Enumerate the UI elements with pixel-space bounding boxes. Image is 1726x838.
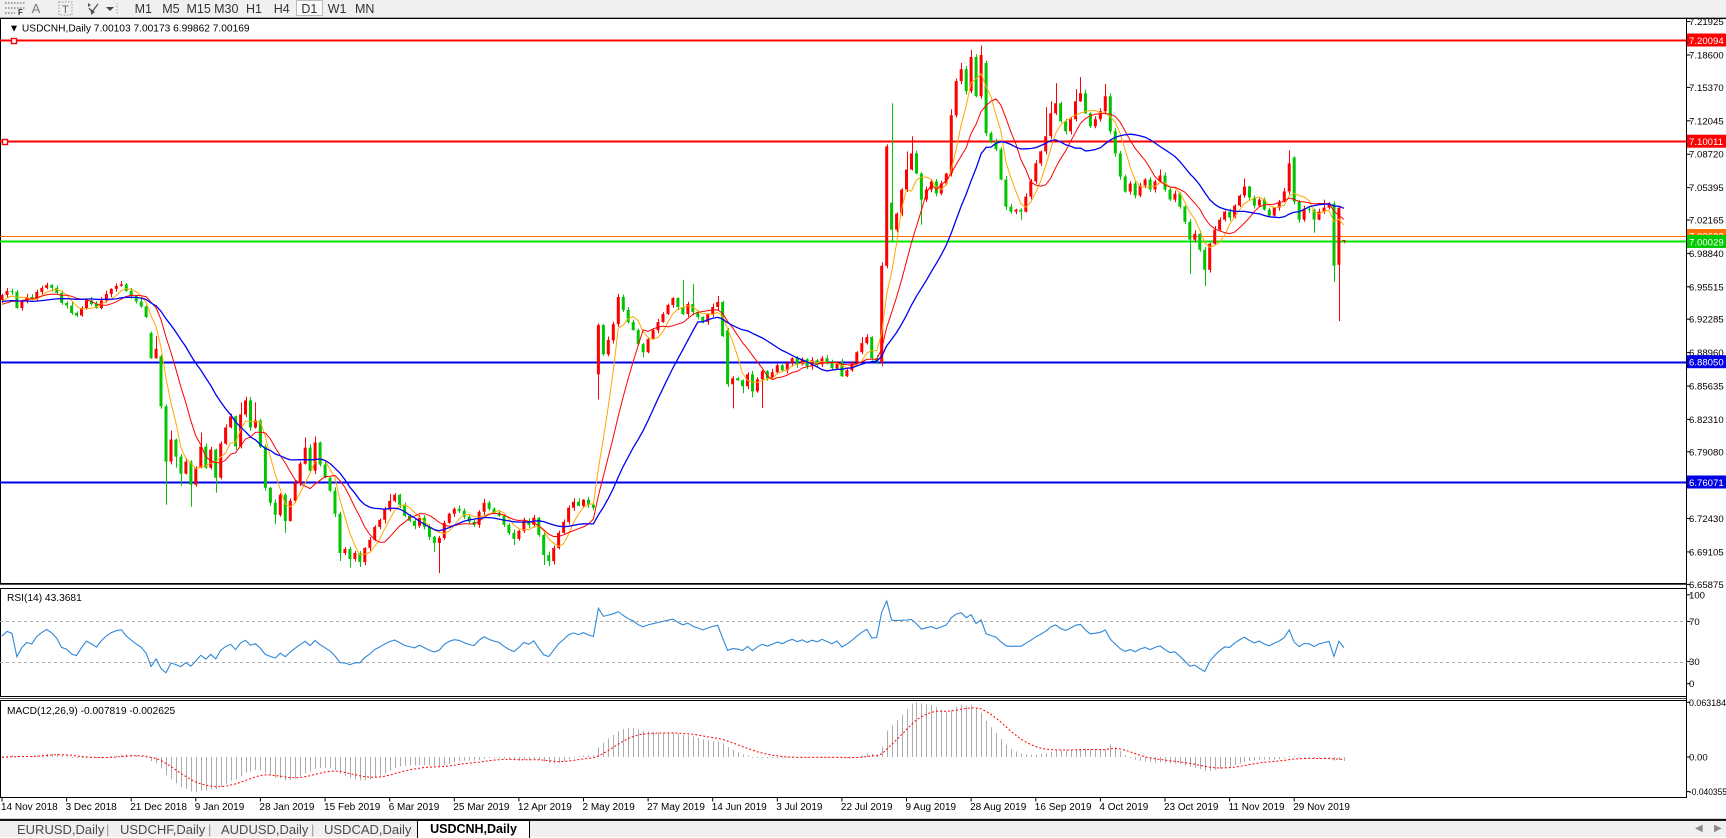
svg-text:7.00029: 7.00029 (1689, 237, 1724, 248)
svg-text:6.69105: 6.69105 (1689, 547, 1724, 558)
svg-text:6.82310: 6.82310 (1689, 415, 1724, 426)
svg-text:16 Sep 2019: 16 Sep 2019 (1035, 802, 1092, 813)
svg-text:MACD(12,26,9) -0.007819 -0.002: MACD(12,26,9) -0.007819 -0.002625 (7, 706, 176, 717)
svg-text:F: F (18, 8, 23, 16)
svg-text:15 Feb 2019: 15 Feb 2019 (324, 802, 381, 813)
svg-text:14 Nov 2018: 14 Nov 2018 (1, 802, 58, 813)
svg-text:23 Oct 2019: 23 Oct 2019 (1164, 802, 1219, 813)
svg-text:7.12045: 7.12045 (1689, 116, 1724, 127)
svg-text:▼ USDCNH,Daily 7.00103 7.0017: ▼ USDCNH,Daily 7.00103 7.00173 6.99862 7… (9, 24, 250, 35)
svg-text:2 May 2019: 2 May 2019 (583, 802, 636, 813)
svg-text:6.98840: 6.98840 (1689, 249, 1724, 260)
svg-text:T: T (62, 4, 69, 16)
svg-text:29 Nov 2019: 29 Nov 2019 (1293, 802, 1350, 813)
svg-text:21 Dec 2018: 21 Dec 2018 (130, 802, 187, 813)
svg-text:7.18600: 7.18600 (1689, 51, 1724, 62)
svg-text:7.02165: 7.02165 (1689, 216, 1724, 227)
svg-text:4 Oct 2019: 4 Oct 2019 (1099, 802, 1148, 813)
svg-text:12 Apr 2019: 12 Apr 2019 (518, 802, 572, 813)
svg-text:3 Dec 2018: 3 Dec 2018 (66, 802, 118, 813)
svg-text:7.15370: 7.15370 (1689, 83, 1724, 94)
svg-text:9 Jan 2019: 9 Jan 2019 (195, 802, 245, 813)
svg-text:9 Aug 2019: 9 Aug 2019 (906, 802, 957, 813)
svg-text:11 Nov 2019: 11 Nov 2019 (1229, 802, 1285, 813)
svg-text:7.20094: 7.20094 (1689, 36, 1724, 47)
svg-text:70: 70 (1689, 617, 1700, 628)
svg-text:6.76071: 6.76071 (1689, 478, 1724, 489)
svg-text:6.65875: 6.65875 (1689, 580, 1724, 591)
svg-text:6.85635: 6.85635 (1689, 382, 1724, 393)
svg-text:28 Aug 2019: 28 Aug 2019 (970, 802, 1027, 813)
svg-text:100: 100 (1689, 590, 1705, 601)
svg-text:6.79080: 6.79080 (1689, 447, 1724, 458)
svg-text:7.21925: 7.21925 (1689, 18, 1724, 28)
svg-text:25 Mar 2019: 25 Mar 2019 (453, 802, 510, 813)
svg-text:30: 30 (1689, 657, 1700, 668)
svg-text:27 May 2019: 27 May 2019 (647, 802, 705, 813)
svg-text:6.88050: 6.88050 (1689, 358, 1724, 369)
svg-text:14 Jun 2019: 14 Jun 2019 (712, 802, 767, 813)
svg-text:7.08720: 7.08720 (1689, 150, 1724, 161)
svg-text:0.00: 0.00 (1689, 753, 1708, 764)
svg-text:28 Jan 2019: 28 Jan 2019 (259, 802, 314, 813)
svg-text:6.92285: 6.92285 (1689, 315, 1724, 326)
svg-text:22 Jul 2019: 22 Jul 2019 (841, 802, 893, 813)
svg-text:0.063184: 0.063184 (1689, 698, 1726, 709)
svg-text:6 Mar 2019: 6 Mar 2019 (389, 802, 440, 813)
svg-text:7.05395: 7.05395 (1689, 183, 1724, 194)
svg-text:6.88960: 6.88960 (1689, 348, 1724, 359)
svg-text:6.72430: 6.72430 (1689, 514, 1724, 525)
svg-text:3 Jul 2019: 3 Jul 2019 (776, 802, 823, 813)
svg-text:7.10011: 7.10011 (1689, 137, 1723, 148)
svg-text:0: 0 (1689, 679, 1694, 690)
svg-text:-0.040355: -0.040355 (1689, 787, 1726, 798)
svg-text:6.95515: 6.95515 (1689, 282, 1724, 293)
svg-text:RSI(14) 43.3681: RSI(14) 43.3681 (7, 593, 82, 604)
